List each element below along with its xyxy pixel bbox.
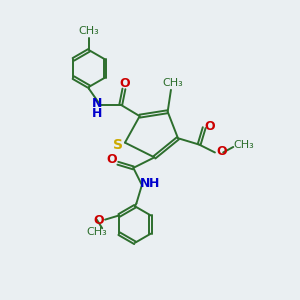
Text: CH₃: CH₃ (162, 78, 183, 88)
Text: H: H (148, 177, 159, 190)
Text: N: N (140, 177, 150, 190)
Text: O: O (94, 214, 104, 227)
Text: CH₃: CH₃ (233, 140, 254, 151)
Text: O: O (216, 146, 227, 158)
Text: O: O (119, 76, 130, 89)
Text: H: H (92, 106, 102, 119)
Text: CH₃: CH₃ (86, 227, 107, 237)
Text: CH₃: CH₃ (79, 26, 100, 35)
Text: O: O (106, 153, 117, 166)
Text: N: N (92, 97, 102, 110)
Text: O: O (204, 120, 215, 133)
Text: S: S (113, 138, 124, 152)
